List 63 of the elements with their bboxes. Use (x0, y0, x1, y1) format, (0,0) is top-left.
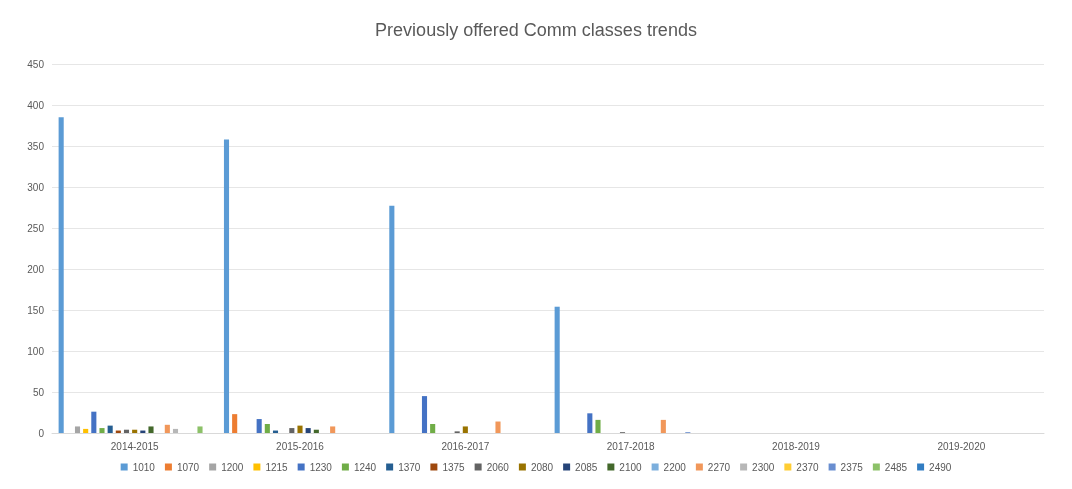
legend-label: 1230 (309, 461, 333, 473)
legend-label: 2375 (840, 461, 864, 473)
legend-label: 2490 (929, 461, 952, 473)
bar (495, 421, 501, 433)
legend-label: 1215 (265, 461, 289, 473)
legend-label: 1240 (353, 461, 377, 473)
chart-title: Previously offered Comm classes trends (375, 20, 697, 40)
legend-label: 1200 (221, 461, 244, 473)
legend-label: 2370 (796, 461, 820, 473)
bar (421, 396, 428, 433)
bar (99, 428, 105, 433)
bar (430, 423, 436, 433)
bar (462, 426, 468, 433)
y-tick-label: 350 (27, 140, 45, 152)
y-tick-label: 300 (27, 181, 45, 193)
bar (172, 428, 179, 433)
legend-label: 1010 (132, 461, 156, 473)
legend-label: 2080 (530, 461, 554, 473)
legend-label: 1375 (442, 461, 466, 473)
legend-label: 2270 (707, 461, 731, 473)
bar (389, 205, 395, 433)
x-tick-label: 2017-2018 (606, 440, 656, 452)
x-tick-label: 2016-2017 (441, 440, 490, 452)
bar (297, 425, 303, 433)
bar (83, 428, 89, 433)
y-tick-label: 0 (38, 427, 45, 439)
bar (197, 426, 203, 433)
legend-label: 2085 (575, 461, 598, 473)
y-tick-label: 400 (27, 99, 45, 111)
bar (264, 423, 270, 433)
bar (58, 117, 64, 433)
y-tick-label: 250 (27, 222, 45, 234)
y-tick-label: 200 (27, 263, 45, 275)
y-tick-label: 150 (27, 304, 45, 316)
bar (289, 428, 295, 433)
x-tick-label: 2015-2016 (276, 440, 325, 452)
bar (330, 426, 336, 433)
bar (74, 426, 81, 433)
bar (660, 419, 666, 433)
y-tick-label: 50 (32, 386, 45, 398)
bar (256, 419, 262, 433)
x-tick-label: 2014-2015 (110, 440, 160, 452)
bar (305, 428, 311, 433)
legend-label: 1370 (398, 461, 421, 473)
legend-label: 1070 (176, 461, 200, 473)
bar (554, 306, 560, 433)
legend-label: 2300 (752, 461, 775, 473)
bar (595, 419, 601, 433)
x-tick-label: 2019-2020 (937, 440, 986, 452)
legend-label: 2200 (663, 461, 687, 473)
y-tick-label: 100 (27, 345, 45, 357)
legend-label: 2100 (619, 461, 643, 473)
bar (91, 411, 97, 433)
bar (587, 413, 593, 433)
bar (164, 424, 170, 433)
bar (148, 426, 154, 433)
bar (223, 139, 230, 433)
bar (107, 425, 113, 433)
bar (232, 414, 238, 433)
legend-label: 2060 (486, 461, 510, 473)
x-tick-label: 2018-2019 (772, 440, 821, 452)
y-tick-label: 450 (27, 58, 45, 70)
legend-label: 2485 (884, 461, 908, 473)
